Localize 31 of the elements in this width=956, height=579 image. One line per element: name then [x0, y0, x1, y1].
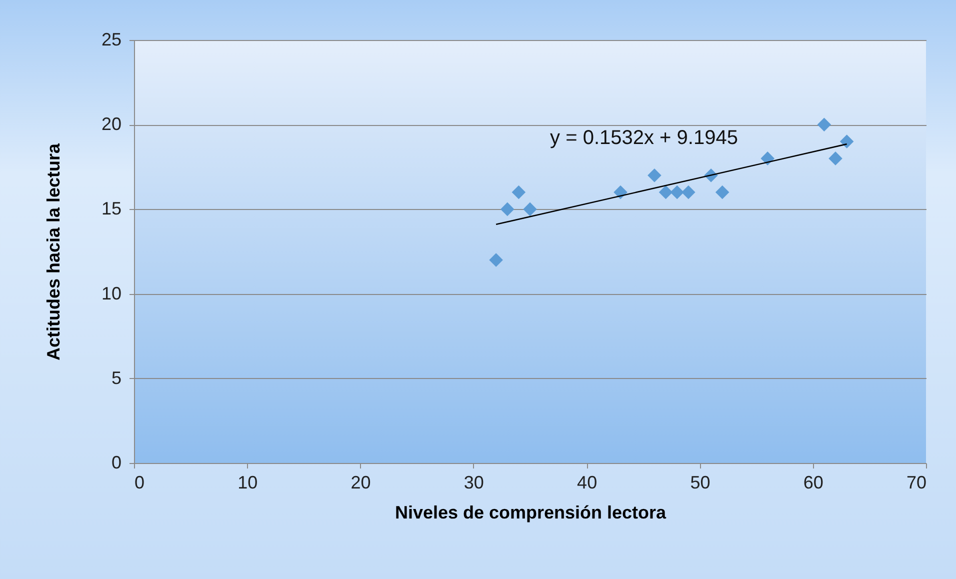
point — [840, 134, 854, 148]
point — [817, 118, 832, 132]
x-tick-label: 30 — [464, 472, 484, 492]
x-tick-label: 60 — [803, 472, 824, 492]
y-tick-label: 10 — [101, 283, 122, 304]
annotation: y = 0.1532x + 9.1945 — [550, 127, 738, 149]
x-tick-label: 20 — [350, 472, 371, 492]
point — [614, 185, 628, 200]
x-tick-label: 0 — [134, 472, 145, 492]
point — [682, 185, 696, 200]
x-tick-label: 10 — [238, 472, 258, 492]
x-tick-label: 40 — [577, 472, 598, 492]
y-tick-label: 15 — [101, 198, 122, 219]
point — [658, 185, 673, 200]
y-tick-label: 5 — [111, 368, 122, 388]
y-tick-label: 0 — [111, 452, 122, 472]
point — [648, 168, 662, 182]
point — [828, 152, 842, 166]
point — [760, 152, 774, 166]
x-tick-label: 50 — [690, 472, 710, 492]
point — [670, 185, 684, 200]
point — [715, 185, 730, 200]
y-tick-label: 20 — [101, 114, 122, 134]
x-tick-label: 70 — [906, 472, 926, 492]
x-axis-title: Niveles de comprensión lectora — [394, 502, 668, 522]
y-axis-title: Actitudes hacia la lectura — [43, 142, 64, 361]
point — [512, 185, 526, 200]
point — [489, 253, 503, 267]
point — [500, 202, 514, 216]
y-tick-label: 25 — [101, 30, 122, 50]
point — [523, 202, 537, 216]
